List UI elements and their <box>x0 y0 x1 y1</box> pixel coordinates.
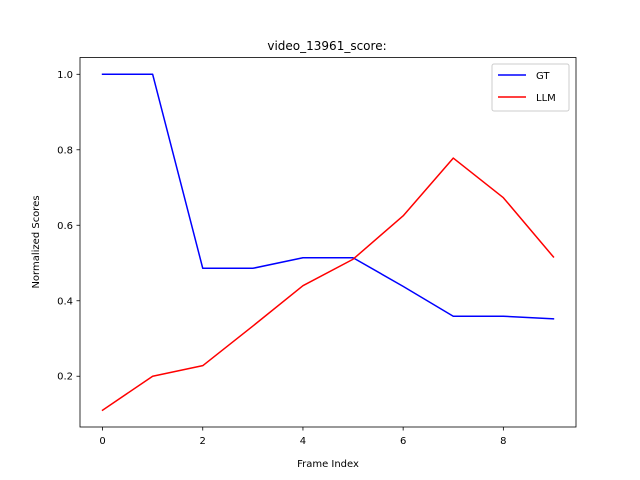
x-tick-label: 2 <box>200 436 206 447</box>
y-tick-label: 0.6 <box>57 221 73 232</box>
y-tick-label: 0.2 <box>57 372 73 383</box>
y-tick-label: 0.8 <box>57 145 73 156</box>
x-tick-label: 0 <box>99 436 105 447</box>
legend-label-gt: GT <box>536 71 550 82</box>
chart-title: video_13961_score: <box>267 39 386 53</box>
series-line-llm <box>101 157 555 412</box>
legend: GT LLM <box>491 63 570 112</box>
y-tick-label: 1.0 <box>57 70 73 81</box>
x-tick-label: 6 <box>400 436 406 447</box>
y-axis-label: Normalized Scores <box>31 195 42 288</box>
y-tick-label: 0.4 <box>57 296 73 307</box>
legend-label-llm: LLM <box>536 93 556 104</box>
series-layer <box>101 73 555 412</box>
x-axis-label: Frame Index <box>297 459 359 470</box>
x-tick-label: 4 <box>300 436 306 447</box>
x-tick-label: 8 <box>500 436 506 447</box>
ticks-layer: 0 2 4 6 8 0.2 0.4 0.6 0.8 1.0 <box>57 70 506 447</box>
plot-frame <box>79 57 577 428</box>
series-line-gt <box>101 73 555 320</box>
legend-box <box>491 63 570 112</box>
